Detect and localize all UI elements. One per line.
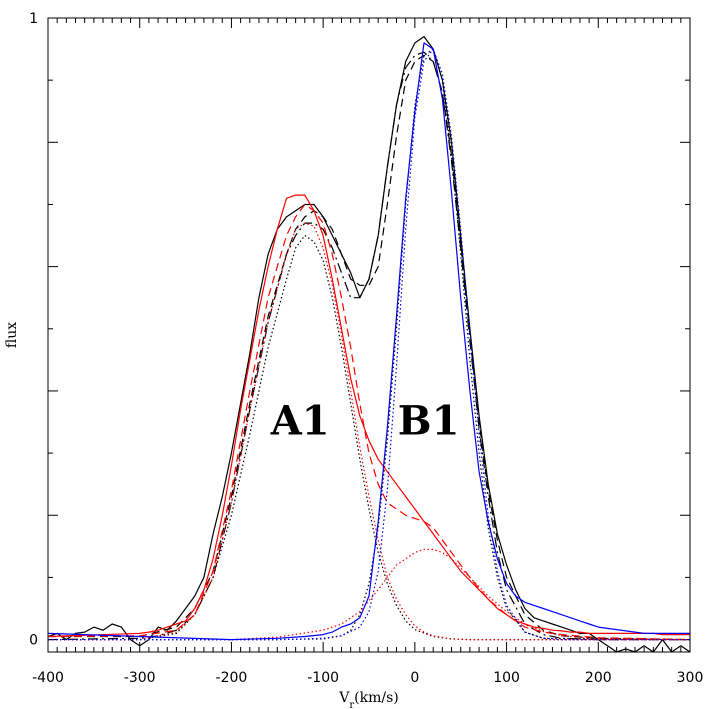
series-4-black-dotted-line [48, 48, 691, 641]
x-tick-label: -400 [32, 670, 64, 686]
plot-area [47, 36, 691, 653]
x-tick-label: -100 [307, 670, 339, 686]
x-tick-label: 300 [677, 670, 704, 686]
y-tick-label: 1 [29, 11, 38, 27]
series-7-red-dotted-line [48, 222, 690, 641]
x-tick-label: -200 [216, 670, 248, 686]
x-tick-label: -300 [124, 670, 156, 686]
component-label-a1: A1 [270, 397, 330, 444]
annotations: A1 B1 [270, 397, 460, 444]
x-axis-title: Vr(km/s) [338, 690, 399, 709]
series-10-blue-dotted-line [48, 48, 690, 641]
x-tick-label: 100 [493, 670, 520, 686]
y-tick-label: 0 [29, 633, 38, 649]
series-1-black-dashed-line [48, 54, 691, 641]
component-label-b1: B1 [398, 397, 460, 444]
series-3-black-dotted-line [48, 234, 690, 641]
plot-frame [47, 17, 691, 653]
y-axis-title: flux [4, 322, 20, 348]
series-9-blue-solid-line [47, 42, 690, 641]
series-2-black-dashdot-line [47, 51, 690, 641]
y-tick-labels: 01 [29, 11, 38, 649]
series-0-black-solid-line [47, 36, 691, 653]
axis-ticks [47, 17, 691, 652]
x-tick-label: 200 [585, 670, 612, 686]
x-tick-label: 0 [410, 670, 419, 686]
series-5-red-solid-line [47, 194, 690, 638]
x-tick-labels: -400 -300 -200 -100 0 100 200 300 [32, 670, 703, 686]
series-6-red-dashed-line [47, 203, 691, 641]
